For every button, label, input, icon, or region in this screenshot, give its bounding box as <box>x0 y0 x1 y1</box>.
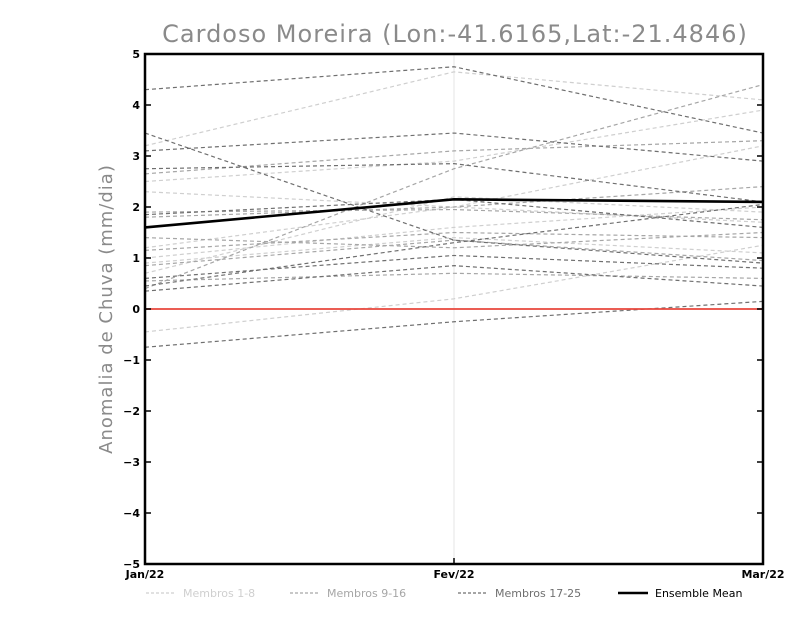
x-tick-label: Jan/22 <box>125 568 165 581</box>
series-line-2-4 <box>144 231 764 249</box>
y-tick-label: −1 <box>123 354 140 367</box>
legend-label-2: Membros 9-16 <box>327 587 406 600</box>
y-tick-label: 3 <box>132 150 140 163</box>
y-tick-label: 0 <box>132 303 140 316</box>
chart-title: Cardoso Moreira (Lon:-41.6165,Lat:-21.48… <box>162 20 748 48</box>
y-tick-label: 4 <box>132 99 140 112</box>
series-line-1-7 <box>144 206 764 259</box>
series-line-3-8 <box>144 265 764 292</box>
series-line-3-3 <box>144 163 764 203</box>
series-line-1-5 <box>144 236 764 264</box>
series-line-1-2 <box>144 109 764 183</box>
ensemble-mean-group <box>144 198 764 229</box>
series-line-2-5 <box>144 231 764 251</box>
series-line-3-6 <box>144 254 764 279</box>
series-line-2-2 <box>144 186 764 218</box>
y-axis-label: Anomalia de Chuva (mm/dia) <box>96 164 117 454</box>
y-tick-label: 2 <box>132 201 140 214</box>
series-line-2-3 <box>144 208 764 221</box>
series-line-3-4 <box>144 132 764 264</box>
series-line-2-1 <box>144 140 764 175</box>
series-line-1-8 <box>144 244 764 333</box>
y-tick-label: 5 <box>132 48 140 61</box>
series-line-3-1 <box>144 66 764 134</box>
legend: Membros 1-8 Membros 9-16 Membros 17-25 Ense… <box>146 587 742 600</box>
series-line-3-9 <box>144 300 764 348</box>
series-line-2-8 <box>144 84 764 290</box>
series-line-1-1 <box>144 71 764 147</box>
series-line-1-6 <box>144 196 764 274</box>
legend-label-3: Membros 17-25 <box>495 587 581 600</box>
series-line-3-2 <box>144 132 764 162</box>
y-tick-label: 1 <box>132 252 140 265</box>
y-tick-label: −4 <box>123 507 140 520</box>
ensemble-mean-line <box>144 198 764 229</box>
series-line-2-6 <box>144 272 764 282</box>
legend-label-1: Membros 1-8 <box>183 587 255 600</box>
series-line-2-7 <box>144 239 764 267</box>
series-line-3-7 <box>144 203 764 287</box>
x-tick-label: Mar/22 <box>741 568 784 581</box>
y-tick-label: −5 <box>123 558 140 571</box>
x-tick-label: Fev/22 <box>433 568 474 581</box>
y-tick-label: −2 <box>123 405 140 418</box>
legend-label-4: Ensemble Mean <box>655 587 742 600</box>
y-tick-label: −3 <box>123 456 140 469</box>
